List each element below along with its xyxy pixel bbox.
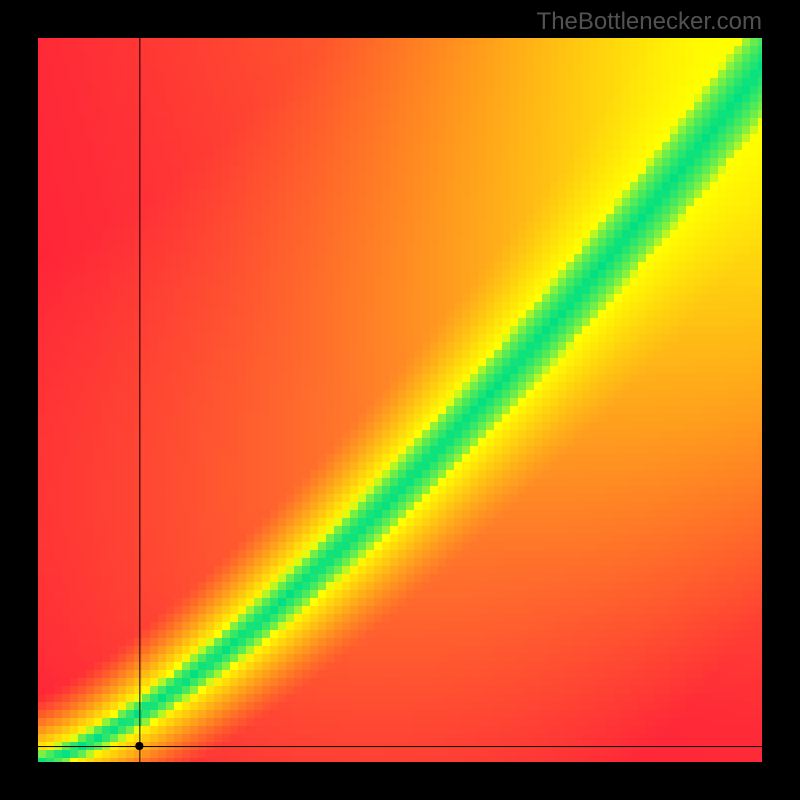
watermark-text: TheBottlenecker.com bbox=[537, 8, 762, 36]
heatmap-plot bbox=[38, 38, 762, 762]
heatmap-canvas bbox=[38, 38, 762, 762]
